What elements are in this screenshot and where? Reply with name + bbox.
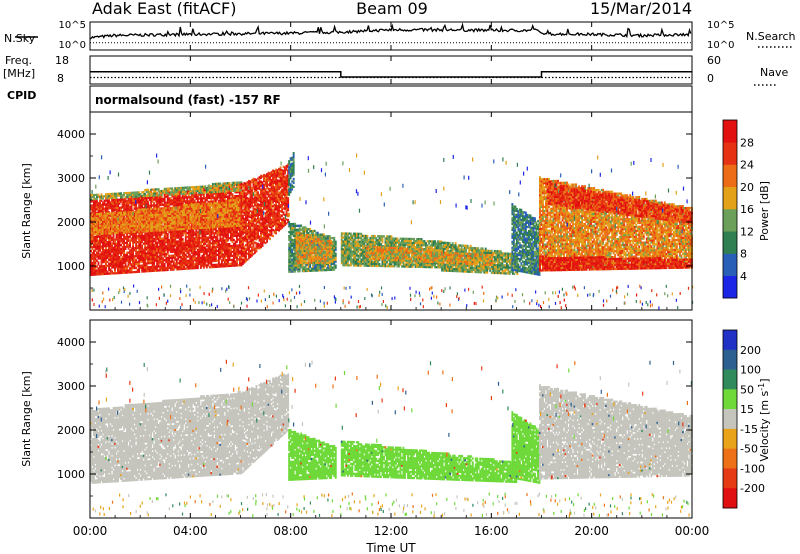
power-cell bbox=[95, 262, 97, 264]
nsky-right-tick-bottom: 10^0 bbox=[707, 40, 734, 51]
power-heatmap bbox=[90, 152, 693, 309]
power-cell bbox=[147, 201, 149, 203]
nave-tick-bottom: 0 bbox=[707, 72, 714, 85]
power-cell bbox=[129, 244, 131, 246]
power-cell bbox=[125, 262, 127, 264]
date-label: 15/Mar/2014 bbox=[590, 0, 692, 18]
nave-tick-top: 60 bbox=[707, 54, 721, 67]
power-cell bbox=[113, 235, 115, 237]
power-cell bbox=[105, 267, 107, 269]
plot-title: Adak East (fitACF) bbox=[92, 0, 236, 18]
power-cell bbox=[138, 269, 140, 271]
freq-tick-bottom: 8 bbox=[57, 72, 64, 85]
freq-label: Freq. bbox=[5, 54, 32, 67]
power-cell bbox=[129, 242, 131, 244]
nsky-right-tick-top: 10^5 bbox=[707, 20, 734, 31]
nsky-left-tick-bottom: 10^0 bbox=[59, 40, 86, 51]
freq-unit: [MHz] bbox=[3, 67, 35, 80]
power-cell bbox=[125, 248, 127, 250]
rti-figure: Adak East (fitACF) Beam 09 15/Mar/2014 N… bbox=[0, 0, 800, 554]
beam-label: Beam 09 bbox=[356, 0, 428, 18]
nsearch-label: N.Search bbox=[746, 30, 796, 43]
power-cell bbox=[132, 243, 134, 245]
power-cell bbox=[123, 250, 125, 252]
nsky-left-tick-top: 10^5 bbox=[59, 20, 86, 31]
freq-series-line bbox=[90, 72, 692, 77]
nave-label: Nave bbox=[760, 66, 788, 79]
power-cell bbox=[141, 245, 143, 247]
power-cell bbox=[119, 203, 121, 205]
nsky-label: N.Sky bbox=[4, 32, 36, 45]
power-cell bbox=[135, 204, 137, 206]
power-cell bbox=[138, 271, 140, 273]
power-cell bbox=[114, 268, 116, 270]
power-cell bbox=[132, 251, 134, 253]
nsky-series-line bbox=[90, 25, 691, 39]
cpid-text: normalsound (fast) -157 RF bbox=[95, 93, 281, 107]
power-cell bbox=[98, 261, 100, 263]
cpid-label: CPID bbox=[7, 89, 36, 102]
freq-tick-top: 18 bbox=[55, 54, 69, 67]
